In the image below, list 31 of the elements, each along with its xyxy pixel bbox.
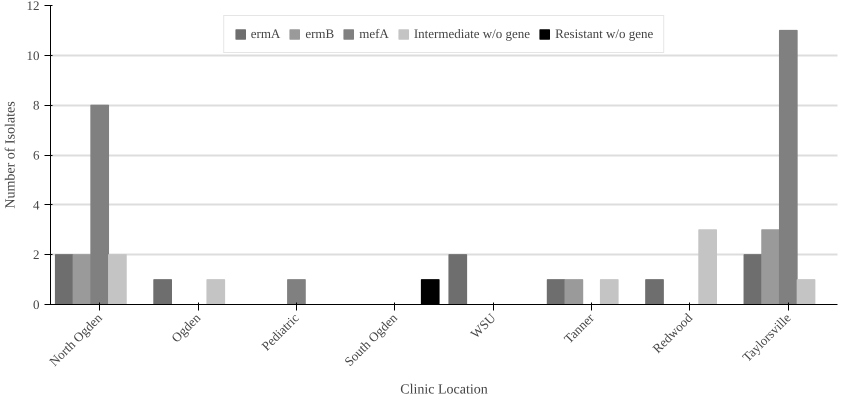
y-tick-label: 0 bbox=[33, 297, 40, 312]
bar bbox=[72, 254, 92, 304]
bar bbox=[564, 279, 584, 304]
y-tick-label: 6 bbox=[33, 148, 40, 162]
bar bbox=[778, 30, 798, 304]
y-tick-label: 12 bbox=[26, 0, 40, 13]
bar bbox=[448, 254, 468, 304]
bar bbox=[744, 254, 762, 304]
bar bbox=[108, 254, 127, 304]
y-tick-label: 2 bbox=[33, 247, 40, 262]
bar bbox=[645, 279, 664, 304]
bar bbox=[600, 279, 619, 304]
bar bbox=[546, 279, 566, 304]
legend-label: Intermediate w/o gene bbox=[414, 26, 530, 42]
bar bbox=[54, 254, 74, 304]
legend-label: ermB bbox=[305, 26, 334, 42]
bar bbox=[287, 279, 306, 304]
bar bbox=[153, 279, 172, 304]
x-axis-title: Clinic Location bbox=[400, 382, 488, 398]
y-axis-title: Number of Isolates bbox=[4, 101, 18, 209]
bar bbox=[796, 279, 816, 304]
bar bbox=[761, 229, 780, 304]
bar bbox=[698, 229, 717, 304]
legend-label: mefA bbox=[359, 26, 389, 42]
legend-label: ermA bbox=[250, 26, 280, 42]
bar bbox=[206, 279, 226, 304]
legend-label: Resistant w/o gene bbox=[555, 26, 654, 42]
bar bbox=[90, 104, 110, 304]
y-tick-label: 4 bbox=[33, 197, 40, 212]
y-tick-label: 10 bbox=[26, 48, 40, 63]
y-tick-label: 8 bbox=[33, 98, 40, 113]
